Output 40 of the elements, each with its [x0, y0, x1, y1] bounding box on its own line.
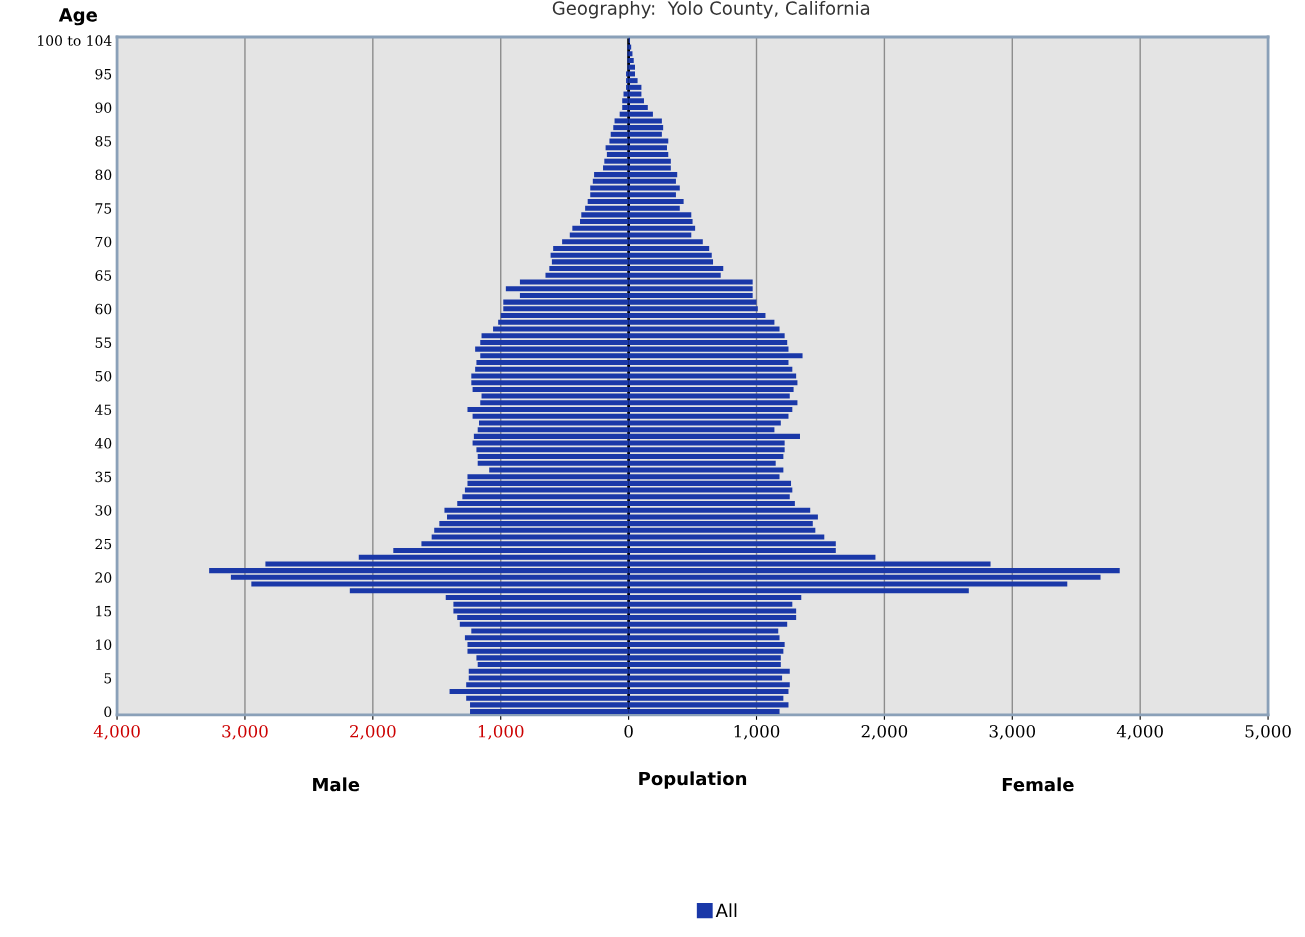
y-tick-label: 10	[96, 639, 112, 650]
legend-label: All	[715, 903, 737, 917]
y-tick-label: 65	[95, 270, 112, 281]
x-tick-label: 5,000	[1245, 724, 1291, 740]
bar	[628, 57, 634, 64]
x-tick-label: 3,000	[989, 724, 1036, 740]
y-tick-label: 5	[104, 673, 112, 684]
y-tick-label: 80	[95, 169, 112, 181]
text: Male	[313, 777, 360, 792]
x-tick-label: 1,000	[478, 724, 524, 740]
y-tick-label: 85	[95, 136, 112, 147]
x-tick-label: 2,000	[350, 724, 396, 740]
y-tick-label: 40	[94, 438, 112, 449]
y-tick-label: 0	[104, 706, 112, 718]
x-tick-label: 0	[624, 724, 633, 738]
y-tick-label: 25	[95, 538, 112, 550]
y-tick-label: 30	[95, 505, 112, 516]
bar	[628, 84, 642, 90]
bar	[628, 78, 638, 84]
text: Female	[1002, 777, 1074, 792]
x-tick-label: 3,000	[222, 724, 268, 740]
y-tick-label: 35	[95, 471, 112, 483]
x-tick-label: 1,000	[734, 724, 780, 740]
y-tick-label: 15	[96, 605, 112, 617]
y-tick-label: 50	[95, 370, 112, 382]
y-tick-label: 95	[95, 68, 112, 80]
y-tick-label: 90	[95, 102, 112, 113]
y-tick-label: 20	[95, 572, 112, 583]
y-tick-label: 75	[95, 203, 112, 214]
x-tick-label: 2,000	[861, 724, 908, 740]
y-axis-title: Age	[58, 8, 97, 26]
x-tick-label: 4,000	[1116, 724, 1163, 740]
x-axis-title: Population	[639, 771, 747, 789]
y-tick-label: 60	[95, 303, 112, 315]
y-tick-label: 70	[95, 236, 112, 248]
y-tick-label: 45	[94, 404, 112, 416]
y-tick-label: 55	[95, 337, 112, 348]
x-tick-label: 4,000	[93, 724, 140, 740]
chart-title: Geography: Yolo County, California	[552, 0, 870, 19]
y-tick-label: 100 to 104	[38, 35, 112, 46]
